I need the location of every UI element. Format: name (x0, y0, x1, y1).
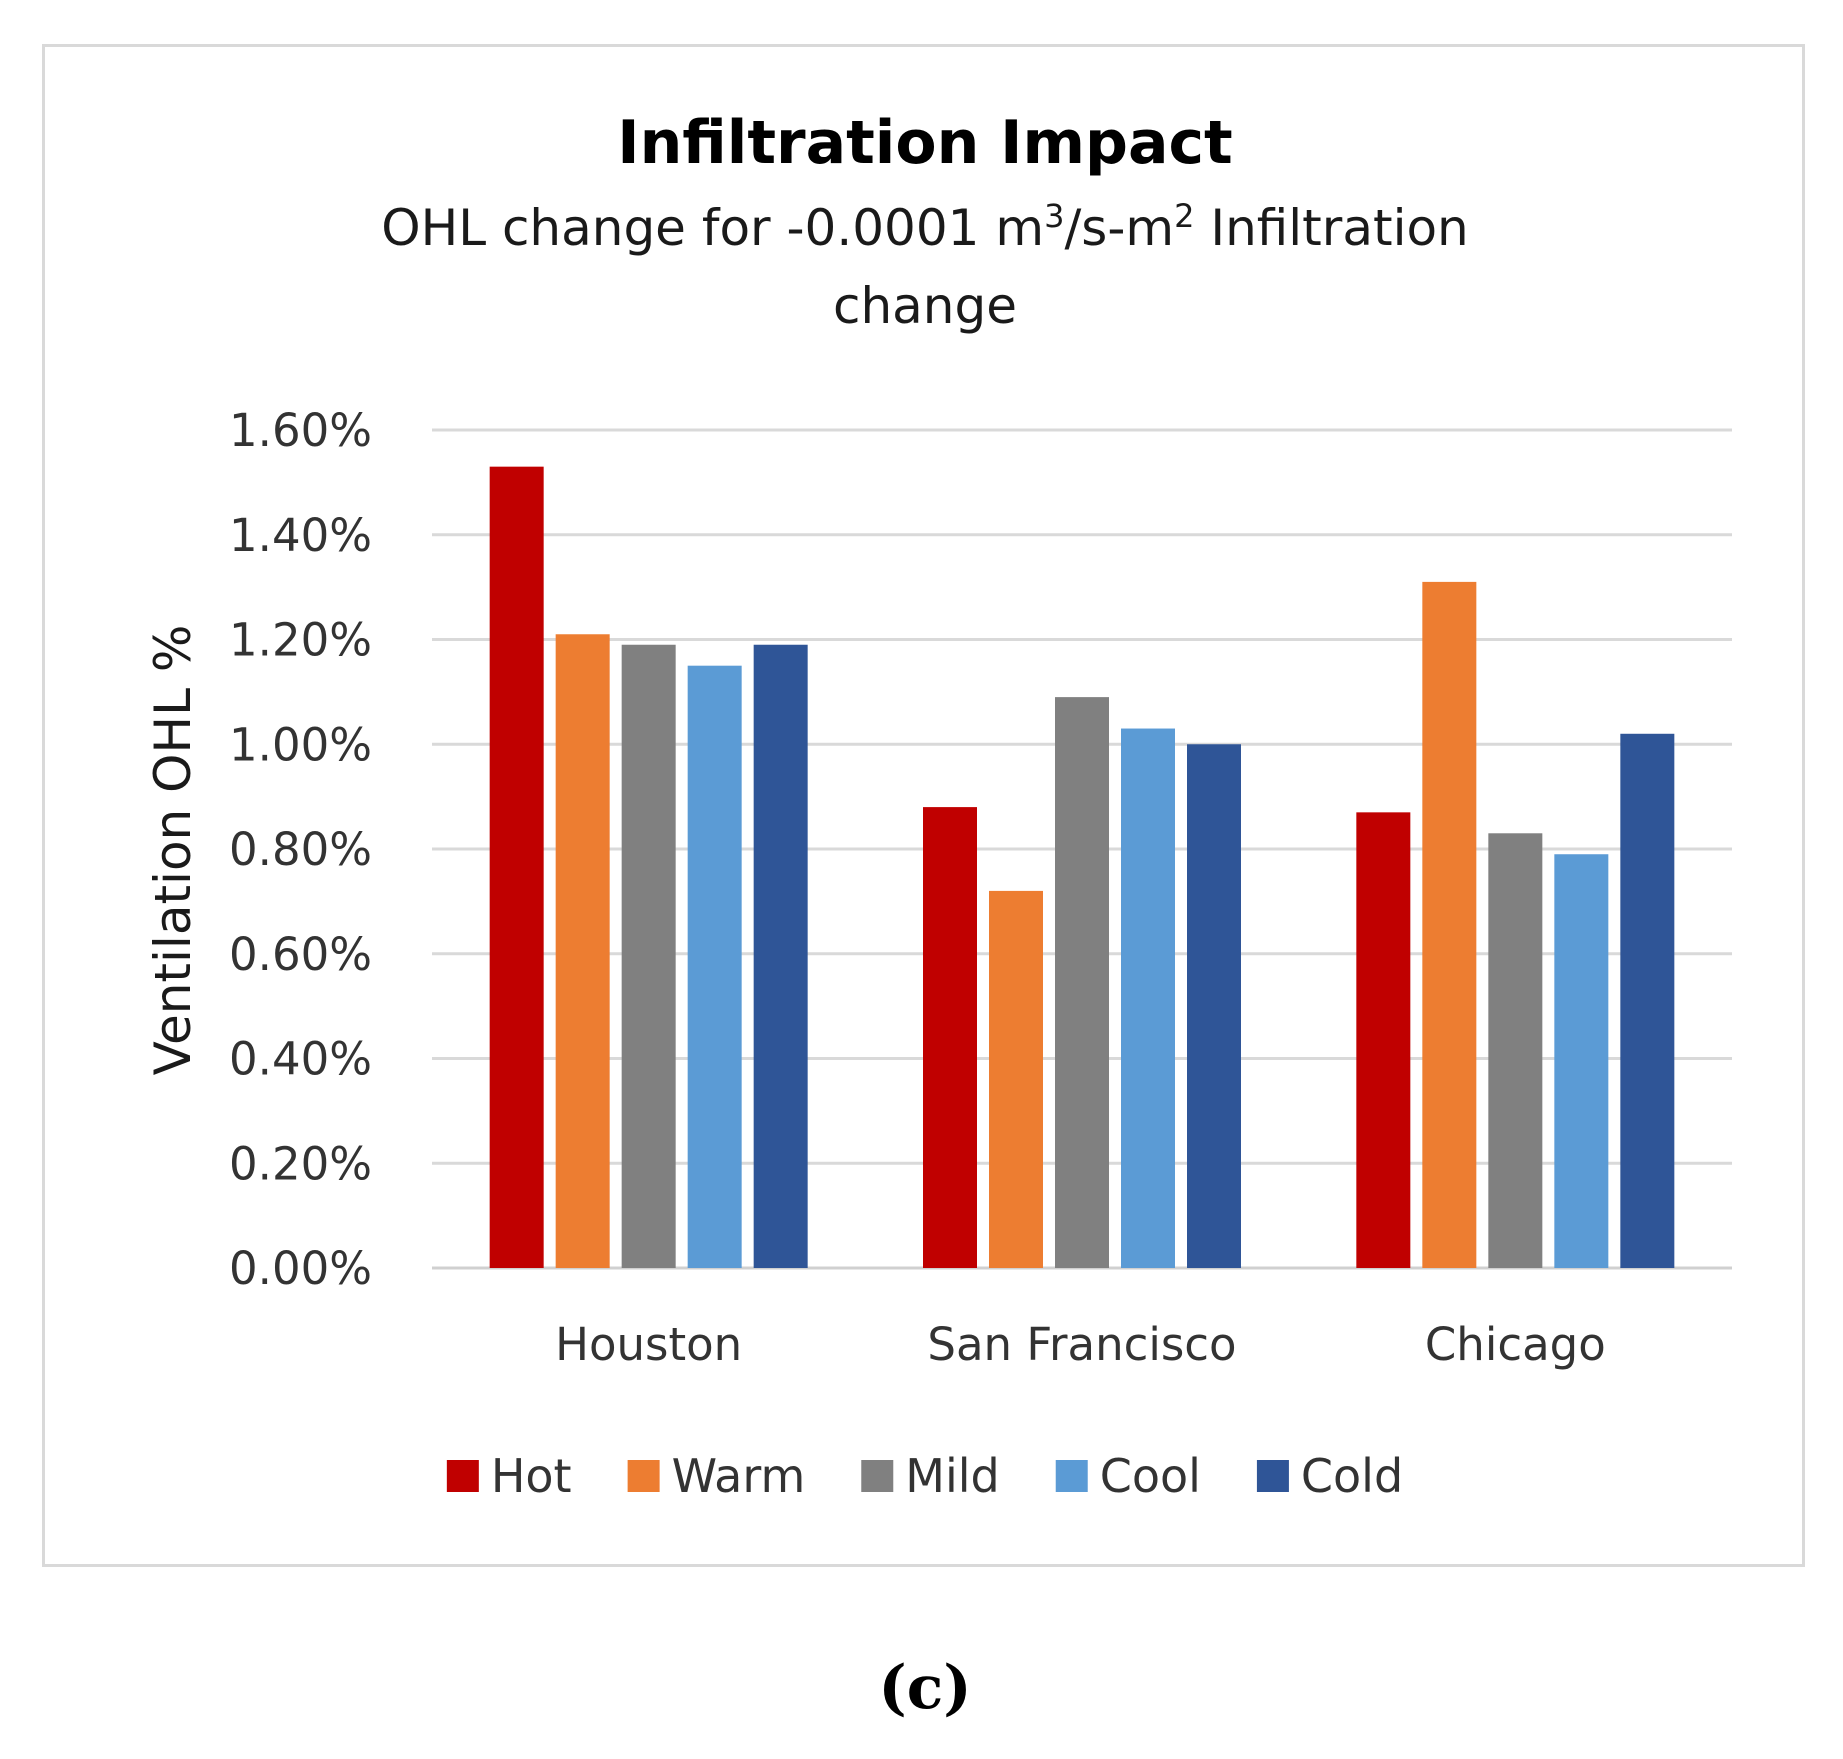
bar-san-francisco-mild (1055, 697, 1109, 1268)
y-axis-label: Ventilation OHL % (144, 625, 202, 1076)
y-tick-label: 0.00% (229, 1242, 372, 1295)
y-tick-label: 1.40% (229, 509, 372, 562)
subtitle-sup-3: 3 (1044, 197, 1064, 235)
subtitle-sup-2: 2 (1174, 197, 1194, 235)
bar-chicago-cool (1554, 854, 1609, 1268)
chart-subtitle-line2: change (833, 277, 1017, 335)
y-tick-label: 1.00% (229, 718, 372, 771)
y-tick-label: 0.80% (229, 823, 372, 876)
chart-frame (42, 44, 1805, 1567)
subtitle-middle: /s-m (1064, 199, 1174, 257)
legend-label-mild: Mild (905, 1449, 999, 1503)
legend: Hot Warm Mild Cool Cold (446, 1449, 1403, 1503)
bar-chicago-warm (1422, 581, 1477, 1268)
bar-houston-mild (621, 644, 676, 1268)
y-tick-label: 0.20% (229, 1137, 372, 1190)
bar-houston-warm (555, 634, 610, 1268)
legend-swatch-hot (446, 1460, 479, 1492)
y-tick-label: 0.40% (229, 1033, 372, 1086)
bar-chicago-hot (1356, 812, 1411, 1268)
chart-title-group: Infiltration Impact OHL change for -0.00… (381, 108, 1469, 335)
y-axis-ticks: 0.00% 0.20% 0.40% 0.60% 0.80% 1.00% 1.20% 1.40%… (229, 404, 372, 1295)
legend-label-warm: Warm (672, 1449, 806, 1503)
y-tick-label: 1.20% (229, 614, 372, 667)
x-axis-categories: Houston San Francisco Chicago (555, 1318, 1606, 1371)
legend-swatch-cold (1256, 1460, 1289, 1492)
bar-san-francisco-hot (923, 807, 977, 1268)
legend-swatch-cool (1055, 1460, 1088, 1492)
subtitle-prefix: OHL change for -0.0001 m (381, 199, 1044, 257)
x-category-label: Chicago (1425, 1318, 1606, 1371)
bar-houston-cool (687, 665, 742, 1268)
bar-houston-cold (753, 644, 808, 1268)
bar-san-francisco-cool (1121, 728, 1175, 1268)
bar-houston-hot (489, 466, 544, 1269)
legend-label-hot: Hot (491, 1449, 572, 1503)
x-category-label: San Francisco (927, 1318, 1236, 1371)
chart-subtitle-line1: OHL change for -0.0001 m3/s-m2 Infiltrat… (381, 197, 1469, 257)
legend-label-cool: Cool (1100, 1449, 1201, 1503)
bar-san-francisco-warm (989, 890, 1043, 1268)
y-tick-label: 1.60% (229, 404, 372, 457)
chart-title: Infiltration Impact (617, 108, 1232, 178)
bar-chicago-mild (1488, 833, 1543, 1268)
panel-label: (c) (878, 1653, 971, 1723)
legend-swatch-mild (861, 1460, 894, 1492)
bars (489, 466, 1675, 1269)
subtitle-suffix: Infiltration (1194, 199, 1468, 257)
x-category-label: Houston (555, 1318, 742, 1371)
legend-label-cold: Cold (1301, 1449, 1403, 1503)
legend-swatch-warm (627, 1460, 660, 1492)
y-tick-label: 0.60% (229, 928, 372, 981)
bar-chicago-cold (1620, 733, 1675, 1268)
bar-san-francisco-cold (1187, 744, 1241, 1268)
